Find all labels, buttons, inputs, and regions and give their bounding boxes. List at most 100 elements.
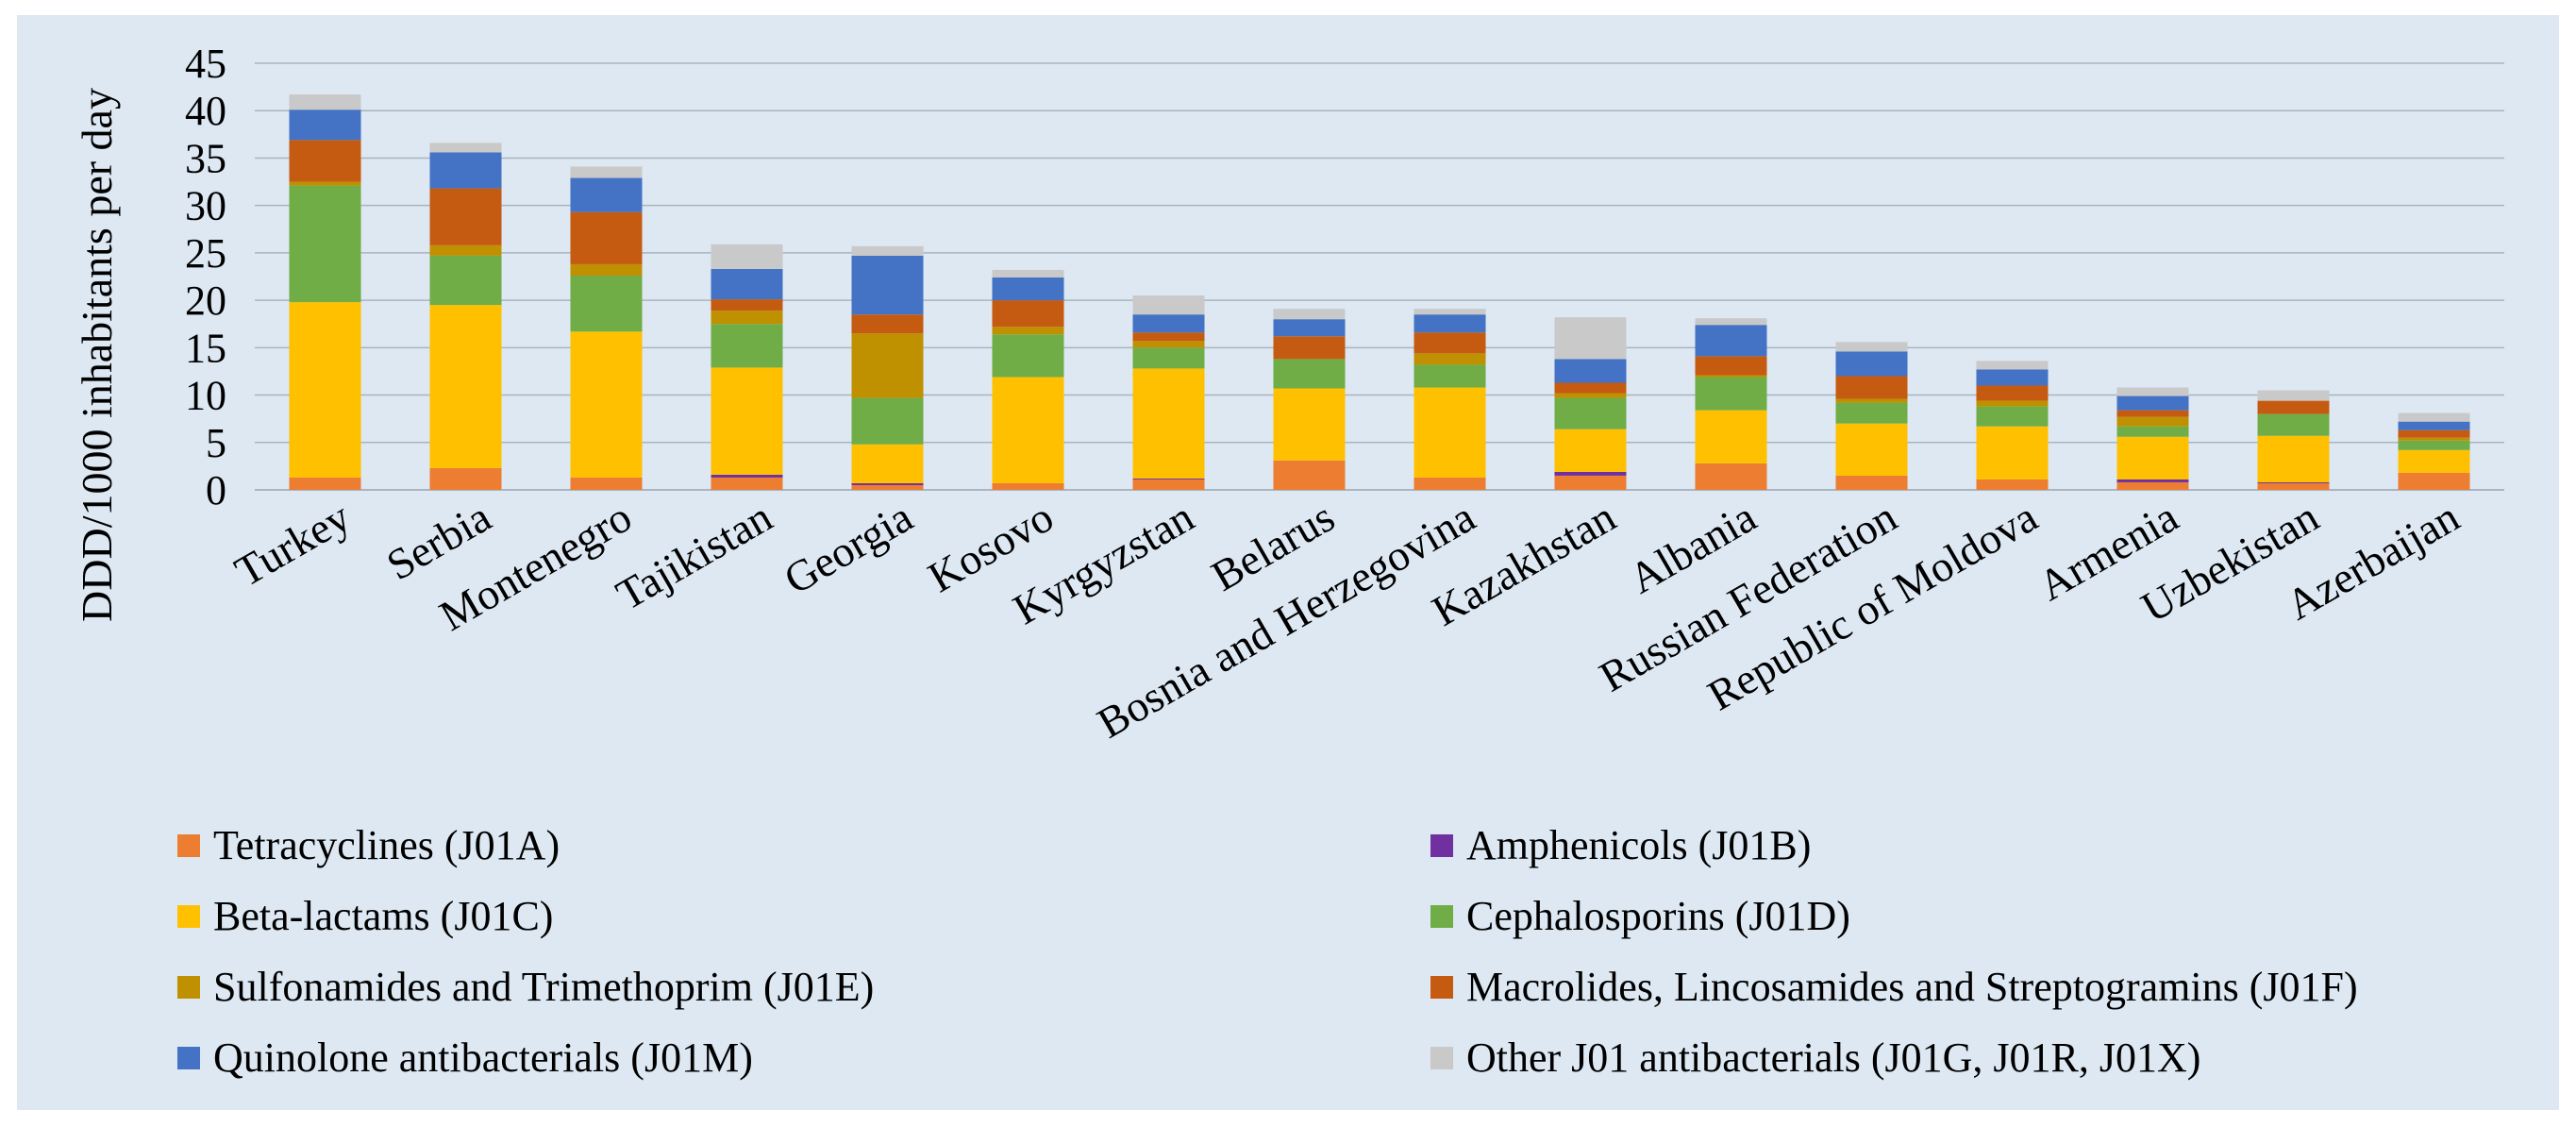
- bar-segment: [1835, 423, 1908, 476]
- y-tick-label: 45: [185, 41, 226, 87]
- bar-segment: [1554, 429, 1627, 472]
- bar-segment: [1132, 368, 1205, 479]
- bar-segment: [2257, 400, 2330, 414]
- x-category-label: Georgia: [776, 492, 920, 603]
- bar-segment: [1132, 347, 1205, 369]
- bar-segment: [1273, 359, 1346, 389]
- bar-segment: [289, 140, 361, 182]
- bar-segment: [1132, 332, 1205, 342]
- bar-segment: [851, 245, 924, 256]
- bar-segment: [289, 302, 361, 478]
- y-tick-label: 10: [185, 373, 226, 419]
- x-category-label: Tajikistan: [608, 492, 779, 619]
- bar-segment: [1976, 361, 2049, 370]
- bar-segment: [1695, 318, 1767, 326]
- bar-segment: [2398, 421, 2470, 430]
- bar-segment: [570, 211, 643, 264]
- bar-segment: [2257, 435, 2330, 482]
- bar-segment: [2257, 390, 2330, 401]
- bar-segment: [992, 334, 1064, 378]
- bar-segment: [1413, 387, 1486, 478]
- bar-segment: [992, 269, 1064, 278]
- bar-segment: [851, 484, 924, 490]
- bar-segment: [1554, 397, 1627, 429]
- bar-segment: [1273, 336, 1346, 360]
- bar-segment: [711, 244, 783, 269]
- bar-segment: [1413, 364, 1486, 388]
- bar-segment: [2116, 436, 2189, 479]
- bar-segment: [2398, 440, 2470, 450]
- bar-segment: [992, 327, 1064, 335]
- bar-segment: [2398, 412, 2470, 422]
- bar-segment: [2116, 416, 2189, 427]
- bar-segment: [1695, 375, 1767, 378]
- bar-segment: [2116, 410, 2189, 417]
- bar-segment: [1273, 309, 1346, 320]
- x-category-label: Turkey: [226, 492, 358, 596]
- bar-segment: [1273, 388, 1346, 461]
- bar-segment: [1273, 460, 1346, 490]
- bar-segment: [1554, 359, 1627, 383]
- bar-segment: [2116, 395, 2189, 411]
- bar-segment: [429, 152, 502, 189]
- bar-segment: [1554, 475, 1627, 490]
- bar-segment: [1132, 341, 1205, 348]
- bar-segment: [570, 263, 643, 276]
- bar-segment: [1976, 406, 2049, 427]
- bar-segment: [1132, 314, 1205, 333]
- bar-segment: [289, 181, 361, 186]
- bar-segment: [2257, 413, 2330, 436]
- bar-segment: [1554, 317, 1627, 360]
- bar-segment: [1976, 479, 2049, 490]
- bar-segment: [289, 109, 361, 141]
- bar-segment: [1132, 479, 1205, 490]
- bar-segment: [1132, 295, 1205, 315]
- bar-segment: [1835, 475, 1908, 490]
- bar-segment: [570, 166, 643, 178]
- bar-segment: [992, 300, 1064, 328]
- bar-segment: [851, 333, 924, 398]
- bar-segment: [1695, 463, 1767, 490]
- bar-segment: [1835, 398, 1908, 403]
- bar-segment: [570, 477, 643, 490]
- y-axis-label: DDD/1000 inhabitants per day: [73, 88, 121, 622]
- bar-segment: [1976, 369, 2049, 386]
- bar-segment: [992, 482, 1064, 490]
- y-tick-label: 15: [185, 325, 226, 371]
- bar-segment: [2116, 426, 2189, 437]
- bar-segment: [1273, 319, 1346, 337]
- bar-segment: [851, 314, 924, 334]
- bar-segment: [2398, 449, 2470, 473]
- bar-segment: [1695, 377, 1767, 411]
- bar-segment: [1835, 351, 1908, 377]
- bar-segment: [1695, 325, 1767, 357]
- bar-segment: [1976, 400, 2049, 407]
- bar-segment: [2398, 437, 2470, 441]
- bar-segment: [289, 477, 361, 490]
- bar-segment: [851, 397, 924, 445]
- bar-segment: [289, 185, 361, 303]
- bar-segment: [1835, 402, 1908, 424]
- bar-segment: [570, 331, 643, 478]
- bar-segment: [711, 367, 783, 475]
- bar-segment: [2116, 479, 2189, 482]
- bar-segment: [992, 377, 1064, 483]
- bar-segment: [1554, 471, 1627, 476]
- bar-segment: [1554, 393, 1627, 398]
- bar-segment: [1413, 477, 1486, 490]
- y-tick-label: 20: [185, 278, 226, 324]
- bar-segment: [711, 474, 783, 478]
- bar-segment: [711, 311, 783, 325]
- bar-segment: [2398, 429, 2470, 438]
- bar-segment: [289, 94, 361, 110]
- bar-segment: [429, 143, 502, 153]
- bar-segment: [1976, 426, 2049, 479]
- bar-segment: [851, 255, 924, 315]
- y-tick-label: 25: [185, 230, 226, 277]
- y-tick-label: 35: [185, 135, 226, 181]
- bar-segment: [2116, 387, 2189, 396]
- bar-segment: [2257, 482, 2330, 490]
- bar-segment: [992, 278, 1064, 301]
- bar-segment: [1976, 385, 2049, 401]
